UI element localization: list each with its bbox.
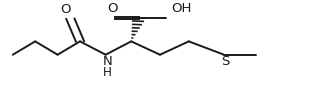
Text: S: S <box>221 55 230 68</box>
Text: H: H <box>103 66 112 79</box>
Text: O: O <box>60 3 71 16</box>
Text: O: O <box>107 2 117 15</box>
Text: N: N <box>102 55 112 68</box>
Text: OH: OH <box>171 2 192 15</box>
